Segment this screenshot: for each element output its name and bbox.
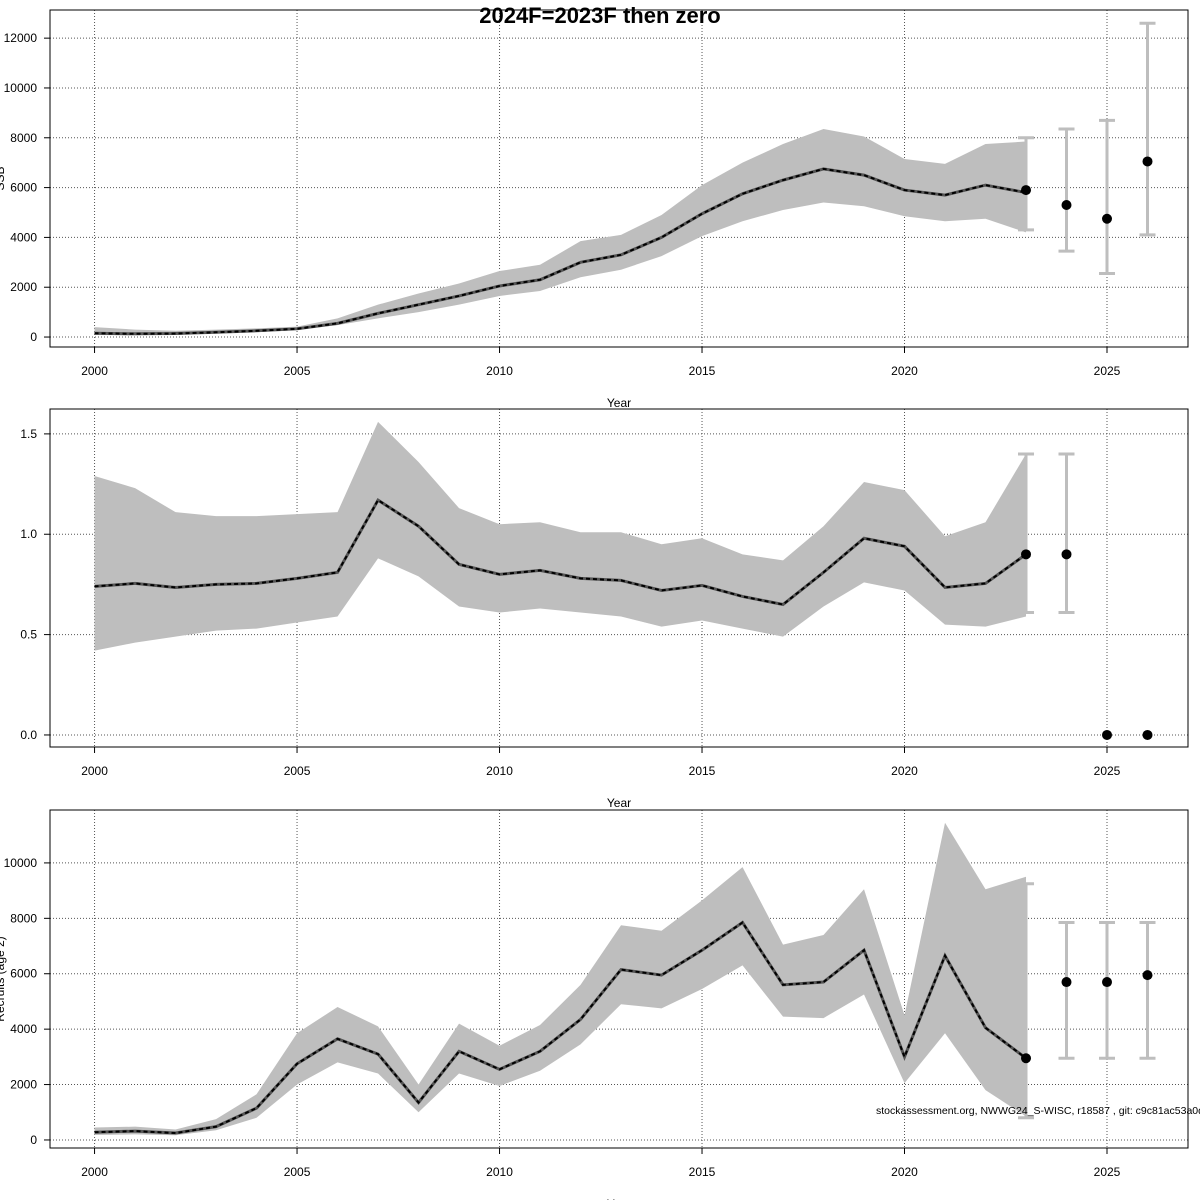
forecast-point [1102, 977, 1113, 988]
estimate-line [94, 921, 1027, 1135]
y-tick-label: 6000 [10, 967, 37, 981]
x-tick-label: 2005 [284, 1165, 311, 1179]
y-tick-label: 2000 [10, 1078, 37, 1092]
x-tick-label: 2005 [284, 764, 311, 778]
y-tick-label: 8000 [10, 911, 37, 925]
y-tick-label: 0.0 [20, 728, 37, 742]
forecast-point [1142, 729, 1153, 740]
y-tick-label: 1.5 [20, 427, 37, 441]
x-tick-label: 2025 [1094, 364, 1121, 378]
x-tick-label: 2020 [891, 764, 918, 778]
x-tick-label: 2000 [81, 1165, 108, 1179]
estimate-line [94, 498, 1027, 606]
x-tick-label: 2010 [486, 1165, 513, 1179]
forecast-point [1021, 1053, 1032, 1064]
x-tick-label: 2010 [486, 764, 513, 778]
panel-1: 2000 2005 2010 2015 2020 2025 0 2000 4000 6000 800… [0, 9, 1189, 410]
x-tick-label: 2020 [891, 1165, 918, 1179]
x-axis-label: Year [607, 796, 631, 810]
forecast-point [1021, 185, 1032, 196]
x-tick-label: 2025 [1094, 1165, 1121, 1179]
y-tick-label: 0 [30, 1133, 37, 1147]
x-tick-label: 2000 [81, 764, 108, 778]
y-tick-label: 12000 [4, 31, 38, 45]
panel-2: 2000 2005 2010 2015 2020 2025 0.0 0.5 1.0 1.5 Year [20, 408, 1189, 810]
plot-frame [49, 408, 1189, 748]
x-tick-label: 2015 [689, 1165, 716, 1179]
x-tick-label: 2020 [891, 364, 918, 378]
plot-frame [49, 809, 1189, 1149]
confidence-band [94, 129, 1027, 336]
y-tick-label: 10000 [4, 81, 38, 95]
x-axis-label: Year [607, 1197, 631, 1200]
confidence-band [94, 421, 1027, 651]
y-axis-label: SSB [0, 166, 7, 190]
x-tick-label: 2015 [689, 764, 716, 778]
chart-title: 2024F=2023F then zero [479, 3, 721, 28]
y-tick-label: 4000 [10, 1022, 37, 1036]
forecast-point [1061, 549, 1072, 560]
estimate-line [94, 167, 1027, 335]
y-tick-label: 0.5 [20, 628, 37, 642]
y-axis-label: Recruits (age 2) [0, 936, 7, 1021]
x-tick-label: 2010 [486, 364, 513, 378]
y-tick-label: 2000 [10, 280, 37, 294]
x-axis-label: Year [607, 396, 631, 410]
forecast-point [1142, 970, 1153, 981]
y-tick-label: 4000 [10, 230, 37, 244]
forecast-point [1142, 156, 1153, 167]
forecast-point [1102, 729, 1113, 740]
forecast-point [1021, 549, 1032, 560]
y-tick-label: 10000 [4, 856, 38, 870]
forecast-point [1061, 977, 1072, 988]
x-tick-label: 2025 [1094, 764, 1121, 778]
plot-frame [49, 9, 1189, 348]
y-tick-label: 8000 [10, 131, 37, 145]
y-tick-label: 0 [30, 330, 37, 344]
y-tick-label: 1.0 [20, 527, 37, 541]
panel-3: 2000 2005 2010 2015 2020 2025 0 2000 4000 6000 800… [0, 809, 1189, 1200]
x-tick-label: 2005 [284, 364, 311, 378]
y-tick-label: 6000 [10, 181, 37, 195]
footer-credit: stockassessment.org, NWWG24_S-WISC, r185… [876, 1105, 1200, 1117]
forecast-point [1061, 200, 1072, 211]
confidence-band [94, 822, 1027, 1136]
x-tick-label: 2000 [81, 364, 108, 378]
forecast-point [1102, 213, 1113, 224]
x-tick-label: 2015 [689, 364, 716, 378]
